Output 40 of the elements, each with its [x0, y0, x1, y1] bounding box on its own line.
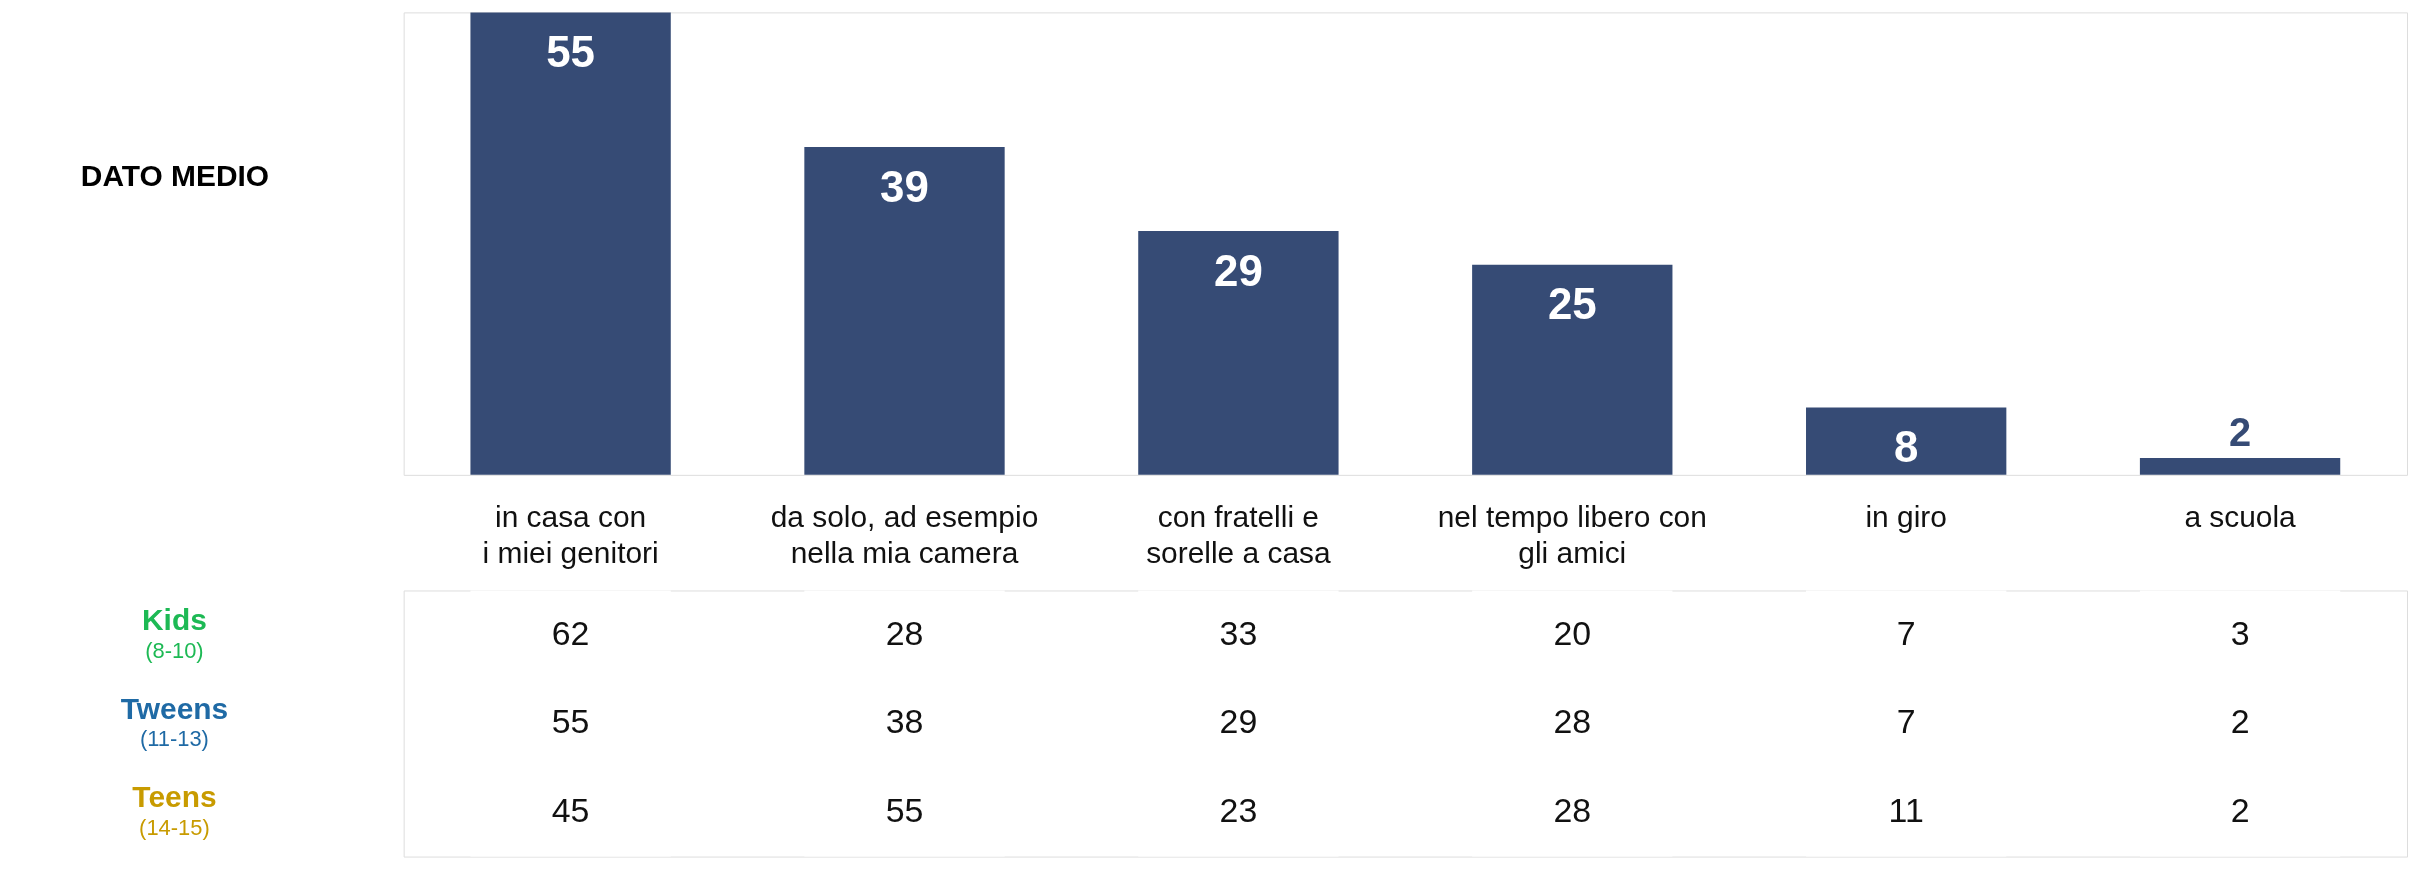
- data-label: 2: [2228, 410, 2252, 455]
- data-label: 55: [885, 791, 924, 830]
- data-label: 7: [1896, 613, 1916, 652]
- data-label: 11: [1888, 791, 1924, 830]
- x-tick-label: da solo, ad esempio nella mia camera: [770, 500, 1039, 570]
- category-label: Kids (8-10): [142, 602, 207, 663]
- category-label: Teens (14-15): [132, 780, 217, 841]
- bar: [1806, 407, 2007, 475]
- x-tick-label: nel tempo libero con gli amici: [1437, 500, 1707, 570]
- data-label: 45: [551, 791, 590, 830]
- data-label: 20: [1553, 613, 1592, 652]
- data-label: 55: [546, 27, 595, 77]
- data-label: 2: [2230, 702, 2250, 741]
- x-tick-label: con fratelli e sorelle a casa: [1146, 500, 1331, 570]
- data-label: 28: [1553, 702, 1592, 741]
- bar: [804, 146, 1005, 475]
- data-label: 28: [1553, 791, 1592, 830]
- data-label: 29: [1219, 702, 1258, 741]
- category-label: Tweens (11-13): [120, 691, 229, 752]
- data-label: 23: [1219, 791, 1258, 830]
- data-label: 29: [1214, 245, 1263, 295]
- y-axis-title: DATO MEDIO: [80, 159, 270, 193]
- bar: [1472, 264, 1673, 475]
- data-label: 28: [885, 613, 924, 652]
- data-label: 62: [551, 613, 590, 652]
- bar: [1138, 231, 1339, 475]
- x-tick-label: in giro: [1865, 500, 1947, 534]
- data-label: 2: [2230, 791, 2250, 830]
- data-label: 33: [1219, 613, 1258, 652]
- data-label: 8: [1893, 422, 1919, 472]
- data-label: 55: [551, 702, 590, 741]
- data-label: 38: [885, 702, 924, 741]
- bar: [2139, 458, 2341, 475]
- data-label: 7: [1896, 702, 1916, 741]
- x-tick-label: a scuola: [2184, 500, 2297, 534]
- bar: [470, 12, 671, 475]
- x-tick-label: in casa con i miei genitori: [482, 500, 659, 570]
- data-label: 25: [1547, 279, 1597, 329]
- data-label: 3: [2230, 613, 2250, 652]
- data-label: 39: [880, 161, 929, 211]
